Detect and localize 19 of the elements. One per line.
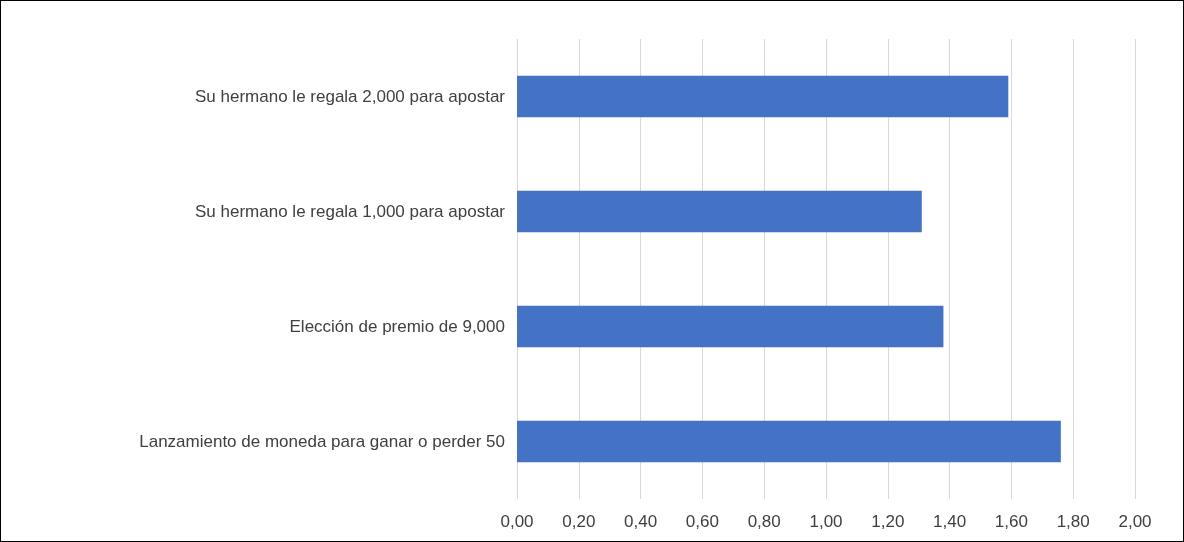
- x-tick-label: 1,80: [1056, 512, 1090, 531]
- bar: [517, 190, 922, 233]
- y-tick-label: Elección de premio de 9,000: [289, 317, 505, 336]
- y-tick-label: Lanzamiento de moneda para ganar o perder 50: [139, 432, 505, 451]
- x-tick-label: 0,40: [624, 512, 658, 531]
- x-tick-label: 0,00: [500, 512, 534, 531]
- x-tick-label: 1,20: [871, 512, 905, 531]
- x-tick-label: 0,80: [747, 512, 781, 531]
- bar: [517, 75, 1009, 118]
- x-tick-label: 0,60: [685, 512, 719, 531]
- x-tick-label: 0,20: [562, 512, 596, 531]
- y-tick-label: Su hermano le regala 1,000 para apostar: [195, 202, 506, 221]
- x-tick-label: 1,60: [994, 512, 1028, 531]
- bar: [517, 305, 944, 348]
- bar: [517, 420, 1061, 463]
- x-tick-label: 1,40: [933, 512, 967, 531]
- x-tick-label: 1,00: [809, 512, 843, 531]
- x-tick-label: 2,00: [1118, 512, 1152, 531]
- y-tick-label: Su hermano le regala 2,000 para apostar: [195, 87, 506, 106]
